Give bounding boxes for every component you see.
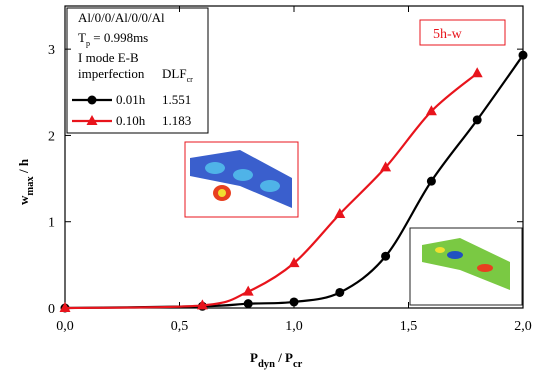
legend-dlf: 1.183 [162,113,191,128]
inset-right [410,228,522,305]
x-tick-label: 1,0 [285,319,303,334]
marker [519,51,528,60]
legend-label: 0.01h [116,92,146,107]
marker [381,252,390,261]
legend-imperfection: imperfection [78,66,145,81]
x-tick-label: 1,5 [400,319,418,334]
y-axis-label: wmax / h [16,158,36,205]
legend-dlf: 1.551 [162,92,191,107]
x-axis-label-part: / P [275,350,293,365]
legend-mode: I mode E-B [78,50,139,65]
legend-label: 0.10h [116,113,146,128]
y-tick-label: 1 [48,216,55,231]
chart: Al/0/0/Al/0/0/Al I mode E-Bimperfection 0… [0,0,533,377]
legend-marker [88,96,97,105]
x-axis-label-part: dyn [258,359,275,370]
x-tick-label: 2,0 [514,319,532,334]
x-tick-label: 0,5 [171,319,189,334]
x-axis-label-part: P [250,350,258,365]
y-tick-label: 2 [48,129,55,144]
x-axis-label: Pdyn / Pcr [250,350,303,370]
y-axis-label-part: max [25,176,36,196]
legend-period-part: = 0.998ms [90,30,148,45]
marker [244,299,253,308]
x-axis-label-part: cr [293,359,303,370]
legend-period-part: T [78,30,86,45]
legend-dlf-heading-part: cr [187,75,194,84]
legend-model: Al/0/0/Al/0/0/Al [78,10,165,25]
marker [472,67,483,77]
annotation: 5h-w [433,27,463,42]
y-tick-label: 3 [48,43,55,58]
y-tick-label: 0 [48,302,55,317]
marker [290,297,299,306]
marker [473,115,482,124]
legend-dlf-heading-part: DLF [162,66,187,81]
inset-left [185,142,298,217]
marker [335,288,344,297]
marker [427,177,436,186]
x-tick-label: 0,0 [56,319,74,334]
y-axis-label-part: / h [16,158,31,176]
